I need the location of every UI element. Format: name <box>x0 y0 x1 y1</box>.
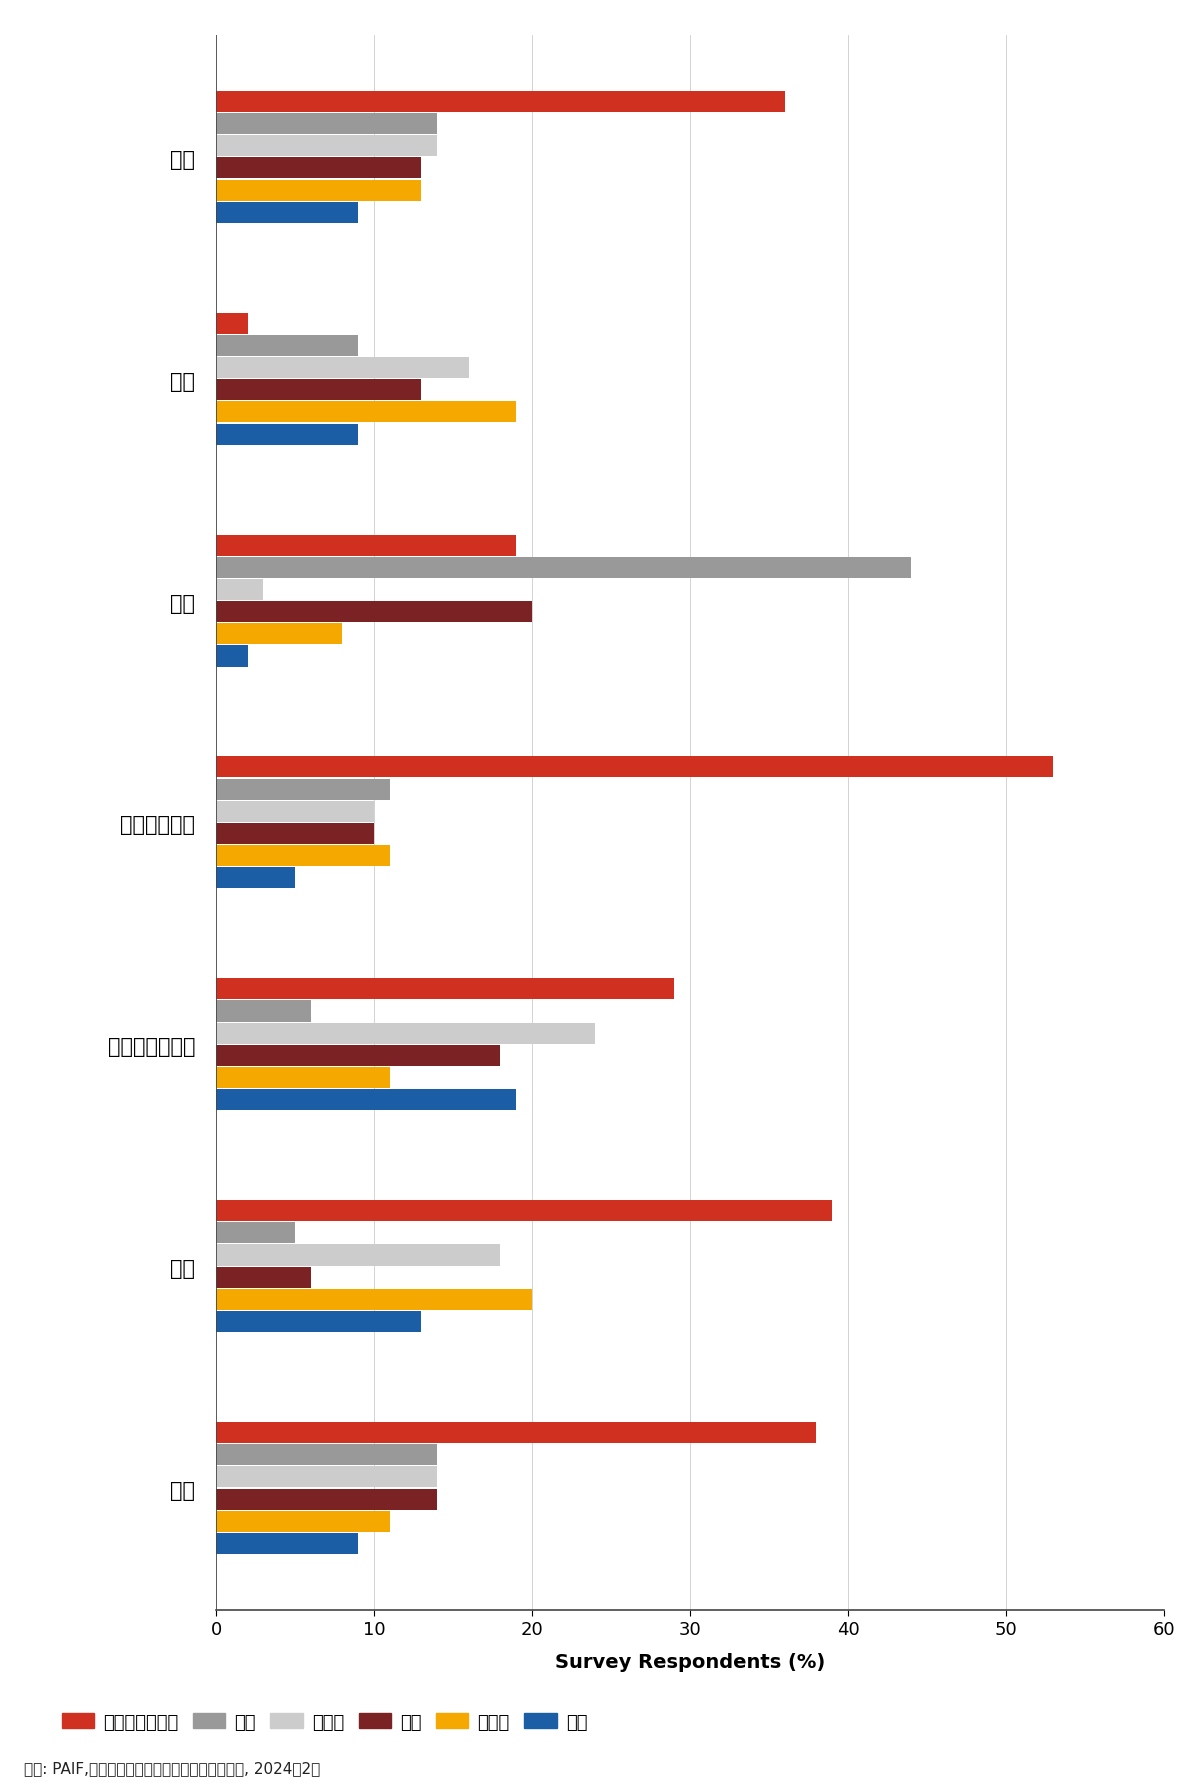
Text: 出所: PAIF,『アジア債巻の投資機会を探る』調査, 2024年2月: 出所: PAIF,『アジア債巻の投資機会を探る』調査, 2024年2月 <box>24 1760 320 1775</box>
Bar <box>216 624 342 646</box>
Bar <box>216 1245 500 1267</box>
Bar <box>216 601 532 623</box>
Bar <box>216 336 358 356</box>
Bar <box>216 1267 311 1288</box>
Bar <box>216 1311 421 1333</box>
Bar <box>216 1290 532 1310</box>
Bar <box>216 1533 358 1555</box>
Bar <box>216 1000 311 1022</box>
Bar <box>216 379 421 401</box>
Bar <box>216 1090 516 1111</box>
Bar <box>216 1045 500 1066</box>
Bar <box>216 1467 437 1488</box>
Bar <box>216 535 516 556</box>
X-axis label: Survey Respondents (%): Survey Respondents (%) <box>554 1653 826 1671</box>
Bar <box>216 157 421 179</box>
Bar <box>216 358 469 379</box>
Bar <box>216 580 264 601</box>
Bar <box>216 646 247 667</box>
Bar <box>216 1422 816 1444</box>
Bar <box>216 136 437 157</box>
Bar <box>216 979 674 1000</box>
Bar <box>216 1068 390 1088</box>
Bar <box>216 868 295 889</box>
Bar <box>216 1200 833 1222</box>
Bar <box>216 558 911 578</box>
Bar <box>216 780 390 800</box>
Bar <box>216 202 358 224</box>
Bar <box>216 823 374 844</box>
Bar <box>216 181 421 202</box>
Bar <box>216 1023 595 1045</box>
Bar <box>216 114 437 134</box>
Bar <box>216 1488 437 1510</box>
Bar <box>216 313 247 335</box>
Bar <box>216 403 516 424</box>
Bar <box>216 801 374 823</box>
Bar <box>216 1512 390 1531</box>
Bar <box>216 91 785 113</box>
Bar <box>216 846 390 866</box>
Bar <box>216 424 358 445</box>
Legend: アジア除く日本, 日本, 先進国, 北米, 新興国, 欧州: アジア除く日本, 日本, 先進国, 北米, 新興国, 欧州 <box>54 1705 594 1739</box>
Bar <box>216 1222 295 1243</box>
Bar <box>216 1444 437 1465</box>
Bar <box>216 757 1054 778</box>
